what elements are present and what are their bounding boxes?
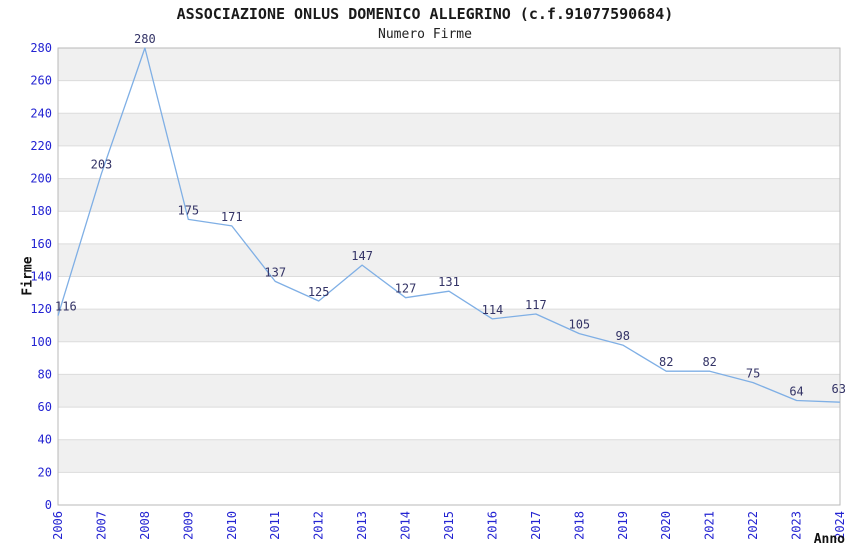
y-tick-label: 40 <box>38 433 52 447</box>
y-tick-label: 200 <box>30 172 52 186</box>
x-tick-label: 2019 <box>616 511 630 540</box>
data-point-label: 137 <box>264 265 286 279</box>
data-point-label: 64 <box>789 385 803 399</box>
data-point-label: 82 <box>702 355 716 369</box>
x-tick-label: 2011 <box>268 511 282 540</box>
y-tick-label: 180 <box>30 204 52 218</box>
x-tick-label: 2009 <box>181 511 195 540</box>
data-line <box>57 47 841 403</box>
plot-band <box>58 113 840 146</box>
x-tick-label: 2015 <box>442 511 456 540</box>
x-tick-label: 2008 <box>138 511 152 540</box>
plot-band <box>58 48 840 81</box>
plot-border <box>57 47 841 506</box>
plot-band <box>58 374 840 408</box>
x-tick-label: 2016 <box>485 511 499 540</box>
x-tick-label: 2021 <box>703 511 717 540</box>
data-point-label: 75 <box>746 367 760 381</box>
x-tick-label: 2006 <box>51 511 65 540</box>
x-tick-label: 2012 <box>312 511 326 540</box>
data-point-label: 203 <box>91 158 113 172</box>
y-tick-label: 220 <box>30 139 52 153</box>
x-tick-label: 2014 <box>399 511 413 540</box>
data-point-label: 98 <box>616 329 630 343</box>
data-point-label: 117 <box>525 298 547 312</box>
y-axis-title: Firme <box>20 256 36 296</box>
data-point-label: 175 <box>177 203 199 217</box>
x-tick-label: 2020 <box>659 511 673 540</box>
plot-band <box>58 439 840 473</box>
y-tick-label: 100 <box>30 335 52 349</box>
x-tick-label: 2024 <box>833 511 847 540</box>
y-tick-label: 80 <box>38 367 52 381</box>
y-tick-label: 60 <box>38 400 52 414</box>
chart-subtitle: Numero Firme <box>378 27 472 42</box>
y-tick-label: 160 <box>30 237 52 251</box>
data-point-label: 131 <box>438 275 460 289</box>
y-tick-label: 120 <box>30 302 52 316</box>
chart-title: ASSOCIAZIONE ONLUS DOMENICO ALLEGRINO (c… <box>176 5 674 23</box>
data-point-label: 280 <box>134 32 156 46</box>
data-point-label: 63 <box>832 382 846 396</box>
x-axis-title: Anno <box>813 532 845 547</box>
x-tick-label: 2007 <box>94 511 108 540</box>
y-tick-label: 140 <box>30 270 52 284</box>
x-tick-label: 2022 <box>746 511 760 540</box>
y-tick-label: 240 <box>30 106 52 120</box>
plot-band <box>58 178 840 212</box>
plot-band <box>58 309 840 342</box>
data-point-label: 127 <box>395 282 417 296</box>
x-tick-label: 2023 <box>790 511 804 540</box>
x-tick-label: 2017 <box>529 511 543 540</box>
data-point-label: 125 <box>308 285 330 299</box>
x-tick-label: 2010 <box>225 511 239 540</box>
y-tick-label: 260 <box>30 74 52 88</box>
y-tick-label: 20 <box>38 465 52 479</box>
x-tick-label: 2018 <box>572 511 586 540</box>
x-tick-label: 2013 <box>355 511 369 540</box>
plot-band <box>58 243 840 277</box>
data-point-label: 147 <box>351 249 373 263</box>
data-point-label: 171 <box>221 210 243 224</box>
data-point-label: 114 <box>482 303 504 317</box>
data-point-label: 116 <box>55 300 77 314</box>
data-point-label: 105 <box>568 318 590 332</box>
y-tick-label: 0 <box>45 498 52 512</box>
data-point-label: 82 <box>659 355 673 369</box>
y-tick-label: 280 <box>30 41 52 55</box>
